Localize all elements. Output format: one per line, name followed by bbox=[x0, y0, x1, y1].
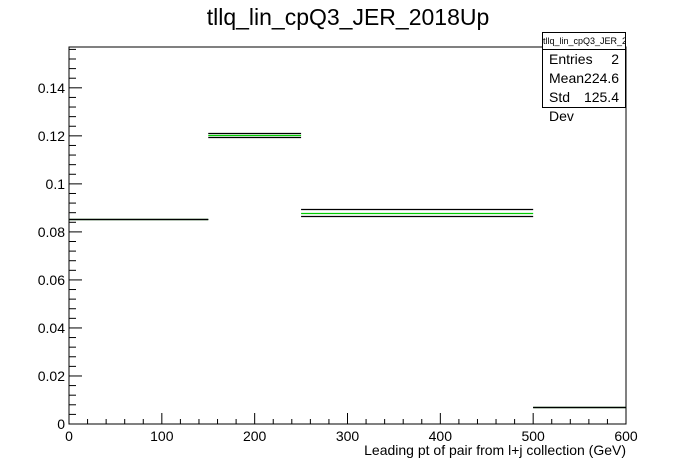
stats-value: 2 bbox=[611, 51, 619, 67]
x-tick-label: 500 bbox=[521, 428, 545, 444]
y-tick-label: 0.14 bbox=[38, 80, 65, 96]
y-tick-label: 0.1 bbox=[46, 176, 66, 192]
x-tick-label: 400 bbox=[429, 428, 453, 444]
x-tick-label: 600 bbox=[614, 428, 638, 444]
axis-tick-labels: 0 100 200 300 400 500 600 0 0.02 0.04 0.06 0.08 0.1 0… bbox=[38, 80, 638, 444]
x-axis-label: Leading pt of pair from l+j collection (… bbox=[364, 442, 626, 458]
stats-title: tllq_lin_cpQ3_JER_2018Up bbox=[543, 33, 625, 50]
stats-value: 125.4 bbox=[583, 89, 619, 105]
y-tick-label: 0 bbox=[57, 416, 65, 432]
stats-row-stddev: Std Dev 125.4 bbox=[543, 88, 625, 124]
x-tick-label: 100 bbox=[150, 428, 174, 444]
stats-label: Std Dev bbox=[549, 89, 574, 124]
stats-row-mean: Mean 224.6 bbox=[543, 69, 625, 88]
stats-label: Entries bbox=[549, 51, 593, 67]
y-tick-label: 0.12 bbox=[38, 128, 65, 144]
x-tick-label: 200 bbox=[243, 428, 267, 444]
y-tick-label: 0.08 bbox=[38, 224, 65, 240]
axis-ticks bbox=[68, 48, 627, 425]
stats-label: Mean bbox=[549, 70, 585, 86]
stats-value: 224.6 bbox=[584, 70, 620, 86]
stats-box: tllq_lin_cpQ3_JER_2018Up Entries 2 Mean … bbox=[542, 32, 626, 124]
x-tick-label: 300 bbox=[336, 428, 360, 444]
y-tick-label: 0.06 bbox=[38, 272, 65, 288]
stats-row-entries: Entries 2 bbox=[543, 50, 625, 69]
chart-title: tllq_lin_cpQ3_JER_2018Up bbox=[206, 4, 490, 30]
histogram-series bbox=[69, 132, 626, 409]
y-tick-label: 0.04 bbox=[38, 320, 65, 336]
x-tick-label: 0 bbox=[65, 428, 73, 444]
y-tick-label: 0.02 bbox=[38, 368, 65, 384]
